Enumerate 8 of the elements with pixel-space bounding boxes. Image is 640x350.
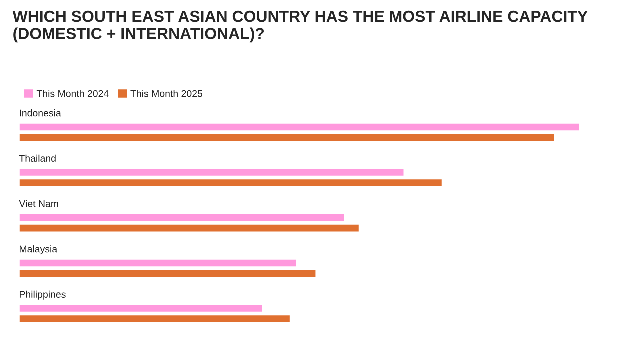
legend-label: This Month 2024: [36, 90, 109, 98]
y-tick-label: Philippines: [20, 290, 66, 300]
y-tick-label: Malaysia: [20, 246, 58, 255]
y-tick-label: Indonesia: [20, 110, 62, 117]
y-tick-label: Thailand: [19, 154, 56, 162]
legend-label: This Month 2025: [130, 90, 203, 98]
chart-title: WHICH SOUTH EAST ASIAN COUNTRY HAS THE MOST AIRLINE CAPACITY (DOMESTIC + INTERNATIONAL)?: [12, 10, 588, 43]
y-tick-label: Viet Nam: [19, 200, 58, 208]
